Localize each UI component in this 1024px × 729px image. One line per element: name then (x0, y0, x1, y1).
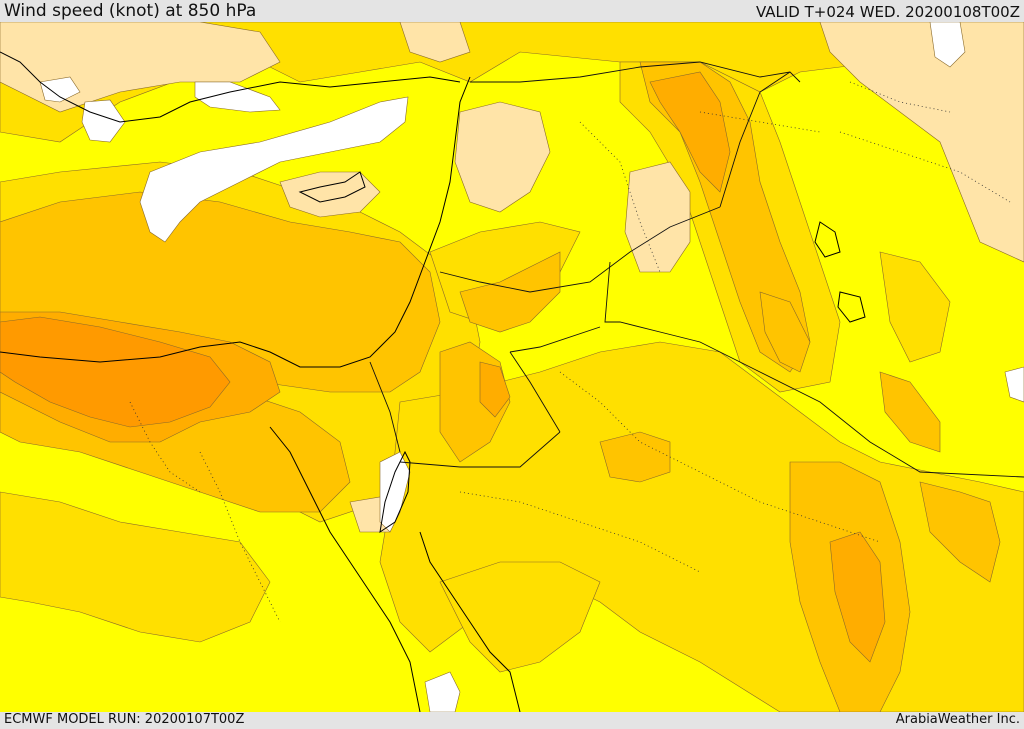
valid-time: VALID T+024 WED. 20200108T00Z (755, 3, 1020, 21)
wind-speed-map (0, 22, 1024, 712)
field-very-strong-wind (0, 316, 231, 428)
field-calm (39, 22, 1024, 712)
map-title: Wind speed (knot) at 850 hPa (4, 1, 257, 21)
credit: ArabiaWeather Inc. (895, 712, 1020, 727)
internal-boundaries (129, 81, 1011, 623)
model-run: ECMWF MODEL RUN: 20200107T00Z (4, 712, 245, 727)
map-panel[interactable] (0, 22, 1024, 712)
political-borders (369, 61, 1024, 478)
header-bar: Wind speed (knot) at 850 hPa VALID T+024… (0, 0, 1024, 22)
coastlines (0, 51, 866, 712)
footer-bar: ECMWF MODEL RUN: 20200107T00Z ArabiaWeat… (0, 712, 1024, 729)
